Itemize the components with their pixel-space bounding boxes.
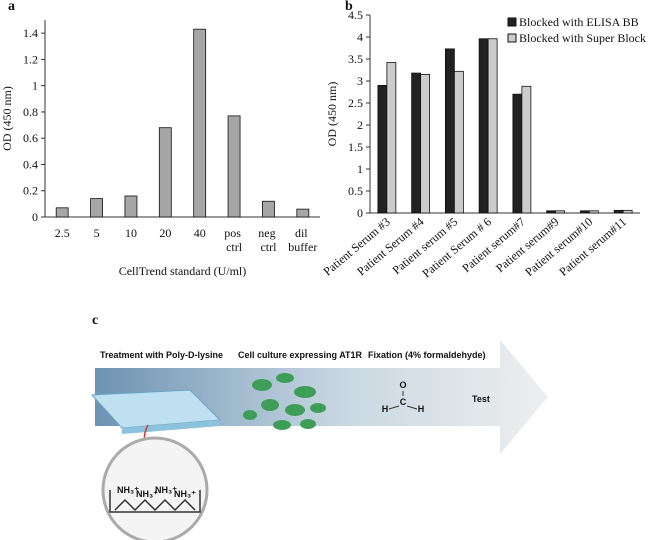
bar	[227, 115, 241, 218]
zoom-circle	[101, 436, 209, 540]
amine-label: NH₃⁺	[117, 485, 139, 495]
bar	[262, 200, 275, 218]
x-tick-label: neg ctrl	[258, 226, 278, 254]
y-tick-label: 0.4	[23, 157, 38, 171]
atom-label: H	[418, 404, 425, 414]
bar	[487, 38, 498, 214]
y-tick-label: 3	[357, 74, 363, 88]
cells	[243, 373, 326, 430]
y-tick-label: 1	[32, 79, 38, 93]
step-label: Treatment with Poly-D-lysine	[100, 350, 223, 360]
legend-label: Blocked with Super Block	[519, 31, 646, 45]
y-tick-label: 2.5	[348, 96, 363, 110]
x-tick-label: pos ctrl	[224, 226, 244, 254]
bar	[588, 210, 599, 214]
legend-label: Blocked with ELISA BB	[519, 15, 639, 29]
x-tick-label: dil buffer	[288, 226, 317, 254]
y-tick-label: 1.5	[348, 140, 363, 154]
bar	[124, 195, 138, 218]
bar	[521, 85, 532, 214]
y-tick-label: 4	[357, 30, 363, 44]
y-tick-label: 4.5	[348, 8, 363, 22]
bar	[478, 38, 489, 214]
x-tick-label: 2.5	[55, 226, 70, 240]
bar	[377, 85, 388, 214]
y-tick-label: 1.4	[23, 26, 38, 40]
step-label: Fixation (4% formaldehyde)	[368, 350, 486, 360]
y-axis-label: OD (450 nm)	[325, 82, 339, 147]
step-label: Cell culture expressing AT1R	[238, 350, 363, 360]
bar	[90, 198, 103, 218]
bar	[411, 72, 422, 214]
x-tick-label: 20	[159, 226, 171, 240]
bar	[193, 28, 207, 218]
x-tick-label: 40	[194, 226, 206, 240]
y-tick-label: 0.8	[23, 105, 38, 119]
x-tick-label: 10	[125, 226, 137, 240]
bar	[55, 207, 69, 218]
atom-label: H	[382, 404, 389, 414]
y-tick-label: 0	[357, 206, 363, 220]
atom-label: C	[400, 397, 407, 407]
bar	[444, 48, 455, 214]
bar	[420, 74, 431, 214]
y-tick-label: 2	[357, 118, 363, 132]
y-tick-label: 0	[32, 210, 38, 224]
amine-label: NH₃⁺	[174, 489, 196, 499]
y-tick-label: 1.2	[23, 52, 38, 66]
y-tick-label: 0.6	[23, 131, 38, 145]
panel-label: c	[92, 313, 98, 328]
panel-label: a	[8, 0, 15, 14]
amine-label: NH₃⁺	[155, 485, 177, 495]
step-label: Test	[472, 394, 490, 404]
x-axis-label: CellTrend standard (U/ml)	[119, 264, 247, 278]
y-tick-label: 0.2	[23, 184, 38, 198]
bar	[555, 210, 566, 214]
well	[109, 490, 201, 513]
bar	[512, 93, 523, 214]
plate-side	[122, 420, 220, 434]
bar	[622, 209, 633, 214]
bar	[453, 70, 464, 214]
legend-swatch	[507, 17, 517, 27]
legend-swatch	[507, 33, 517, 43]
amine-label: NH₃⁺	[136, 489, 158, 499]
bar	[546, 210, 557, 214]
y-axis-label: OD (450 nm)	[0, 86, 14, 151]
bond	[388, 391, 418, 410]
bar	[296, 208, 310, 218]
y-tick-label: 3.5	[348, 52, 363, 66]
bar	[158, 127, 172, 218]
atom-label: O	[399, 380, 406, 390]
panel-label: b	[345, 0, 353, 14]
y-tick-label: 0.5	[348, 184, 363, 198]
bar	[579, 210, 590, 214]
bar	[613, 209, 624, 214]
bar	[386, 62, 397, 214]
y-tick-label: 1	[357, 162, 363, 176]
x-tick-label: 5	[94, 226, 100, 240]
diagram: c Treatment with Poly-D-lysine Cell cultu…	[90, 313, 548, 540]
